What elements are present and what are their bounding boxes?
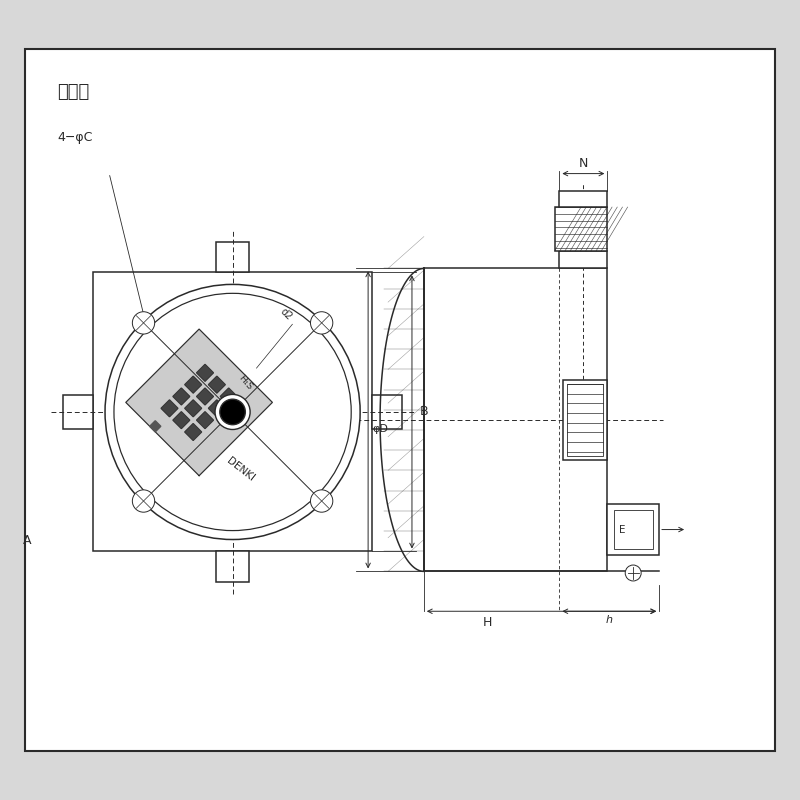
Bar bbox=[216, 551, 250, 582]
Circle shape bbox=[310, 490, 333, 512]
Circle shape bbox=[105, 285, 360, 539]
Bar bbox=[614, 510, 653, 549]
Circle shape bbox=[132, 490, 154, 512]
Polygon shape bbox=[185, 400, 202, 417]
Polygon shape bbox=[173, 388, 190, 405]
Text: 寸法図: 寸法図 bbox=[57, 83, 90, 101]
Text: A: A bbox=[23, 534, 31, 546]
Bar bbox=[372, 395, 402, 429]
Text: L: L bbox=[349, 402, 356, 414]
Polygon shape bbox=[161, 400, 178, 417]
Bar bbox=[559, 251, 607, 269]
Polygon shape bbox=[197, 388, 214, 405]
Polygon shape bbox=[150, 421, 161, 432]
Polygon shape bbox=[197, 412, 214, 429]
Polygon shape bbox=[209, 400, 226, 417]
Circle shape bbox=[310, 312, 333, 334]
Circle shape bbox=[626, 565, 641, 581]
Polygon shape bbox=[185, 423, 202, 441]
Text: E: E bbox=[619, 525, 626, 534]
Circle shape bbox=[132, 312, 154, 334]
Bar bbox=[93, 273, 372, 551]
Polygon shape bbox=[173, 412, 190, 429]
Bar bbox=[607, 504, 659, 555]
Bar bbox=[216, 242, 250, 273]
Bar bbox=[62, 395, 93, 429]
Polygon shape bbox=[220, 388, 237, 405]
Text: B: B bbox=[420, 406, 429, 418]
Text: DENKI: DENKI bbox=[225, 455, 256, 483]
Polygon shape bbox=[185, 376, 202, 393]
Bar bbox=[563, 380, 607, 460]
Bar bbox=[567, 384, 603, 456]
Bar bbox=[554, 207, 607, 251]
Circle shape bbox=[220, 399, 246, 425]
Circle shape bbox=[215, 394, 250, 430]
Text: H₁S: H₁S bbox=[237, 374, 254, 392]
Polygon shape bbox=[197, 364, 214, 382]
Bar bbox=[26, 50, 774, 750]
Text: h: h bbox=[606, 615, 613, 626]
Text: 4−φC: 4−φC bbox=[57, 131, 93, 144]
Text: N: N bbox=[578, 157, 588, 170]
Polygon shape bbox=[126, 329, 272, 476]
Text: H: H bbox=[483, 616, 492, 629]
Text: φD: φD bbox=[372, 425, 388, 434]
Bar bbox=[559, 191, 607, 207]
Polygon shape bbox=[209, 376, 226, 393]
Text: d2: d2 bbox=[278, 306, 294, 322]
Bar bbox=[424, 269, 607, 571]
